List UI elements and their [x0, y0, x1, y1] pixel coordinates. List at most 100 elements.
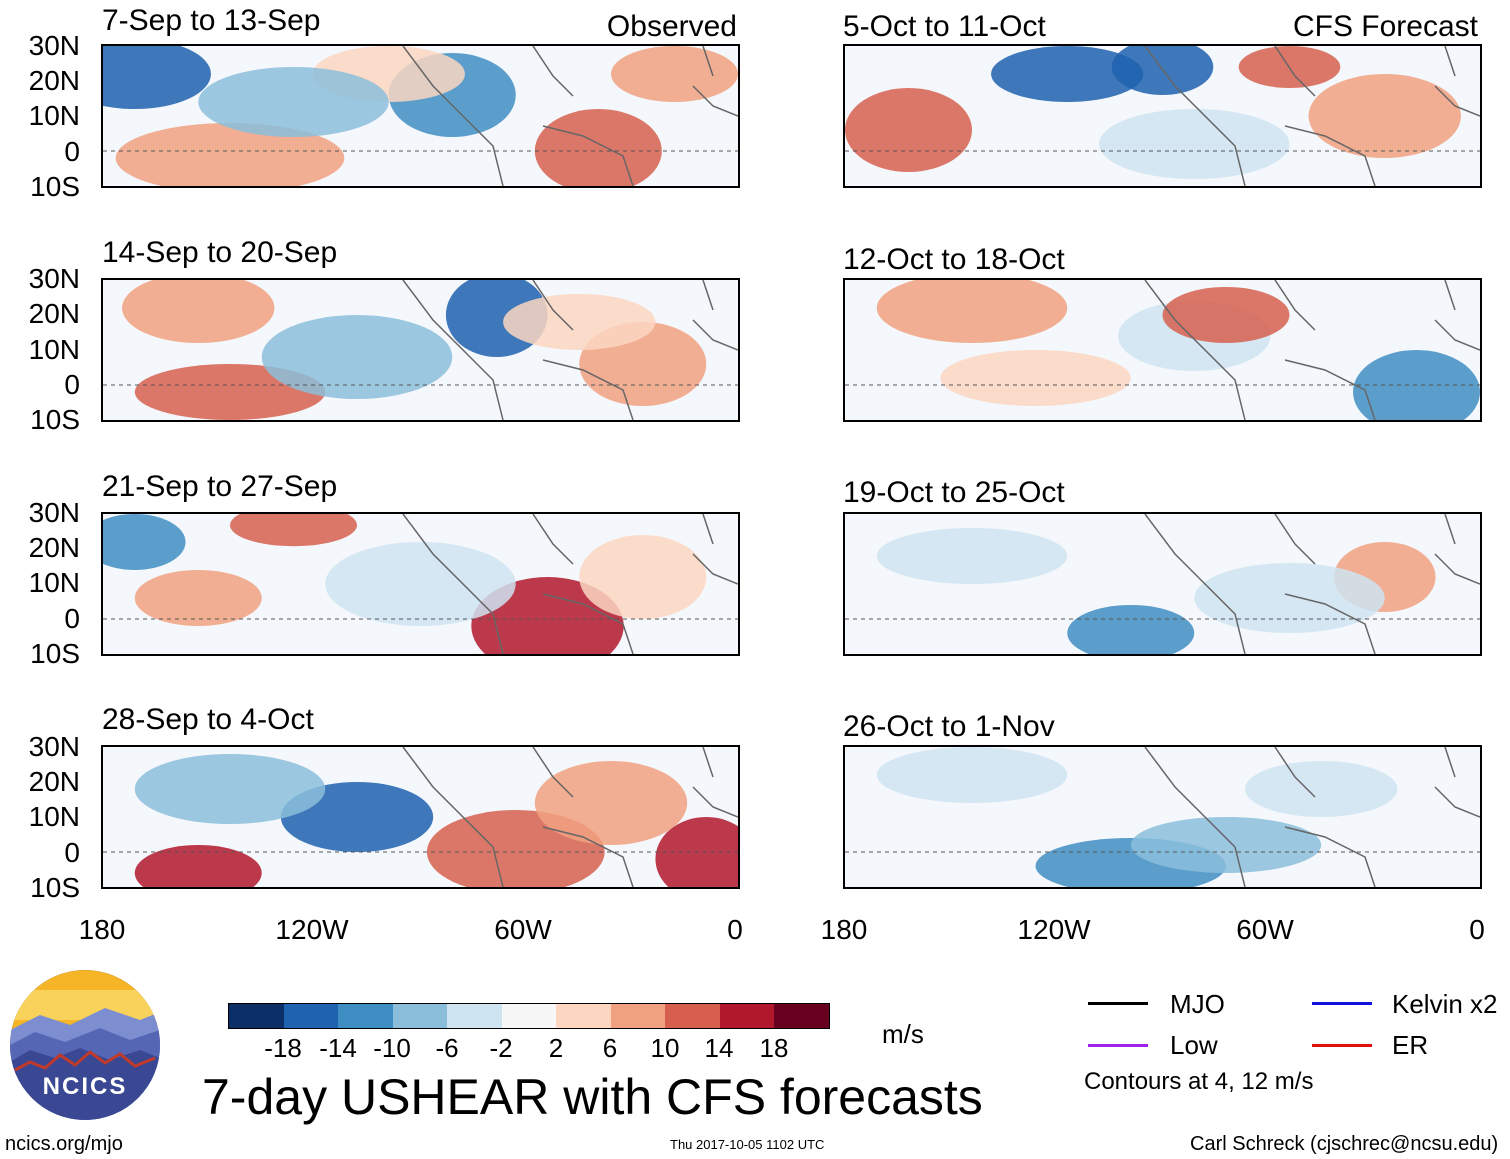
lat-20n: 20N	[28, 298, 80, 329]
anomaly-blob	[579, 535, 707, 619]
coastline	[402, 747, 738, 887]
anomaly-blob	[103, 514, 186, 570]
anomaly-blob	[876, 528, 1068, 584]
coastline	[402, 46, 738, 186]
anomaly-blob	[122, 280, 275, 343]
cbar-swatch-9	[665, 1004, 720, 1028]
anomaly-blob	[325, 542, 516, 626]
legend-kelvin-line	[1312, 1002, 1372, 1005]
logo-text: NCICS	[42, 1073, 128, 1100]
lat-10n: 10N	[28, 567, 80, 598]
map-forecast-1	[843, 44, 1482, 188]
cbar-tick: 18	[759, 1033, 789, 1063]
anomaly-blob	[103, 46, 211, 109]
map-field	[103, 514, 738, 654]
map-field	[103, 280, 738, 420]
cbar-tick: 6	[602, 1033, 618, 1063]
lon-180-right: 180	[820, 914, 868, 945]
map-forecast-4	[843, 745, 1482, 889]
coastline	[1144, 280, 1480, 420]
lat-0: 0	[64, 603, 80, 634]
anomaly-blob	[940, 350, 1131, 406]
legend-low-label: Low	[1170, 1030, 1218, 1060]
anomaly-blob	[1308, 74, 1461, 158]
lat-10s: 10S	[30, 872, 80, 903]
fc-title-3: 19-Oct to 25-Oct	[843, 476, 1065, 509]
footer-author: Carl Schreck (cjschrec@ncsu.edu)	[1190, 1133, 1499, 1155]
colorbar	[228, 1003, 830, 1029]
map-forecast-3	[843, 512, 1482, 656]
map-field	[103, 46, 738, 186]
legend-low-line	[1088, 1044, 1148, 1047]
ncics-logo: NCICS	[10, 970, 160, 1120]
map-field	[103, 747, 738, 887]
lon-0-right: 0	[1469, 914, 1485, 945]
legend-kelvin-label: Kelvin x2	[1392, 989, 1498, 1019]
anomaly-blob	[1099, 109, 1290, 179]
main-title: 7-day USHEAR with CFS forecasts	[202, 1069, 983, 1125]
map-observed-1	[101, 44, 740, 188]
anomaly-blob	[611, 46, 738, 102]
map-forecast-2	[843, 278, 1482, 422]
anomaly-blob	[534, 761, 688, 845]
fc-title-4: 26-Oct to 1-Nov	[843, 710, 1055, 743]
coastline	[402, 280, 738, 420]
anomaly-blob	[134, 754, 326, 824]
cbar-tick: -10	[373, 1033, 411, 1063]
anomaly-blob	[991, 46, 1144, 102]
anomaly-blob	[876, 747, 1068, 803]
lat-30n: 30N	[28, 731, 80, 762]
lon-120w-left: 120W	[275, 914, 349, 945]
cbar-swatch-1	[229, 1004, 284, 1028]
map-observed-4	[101, 745, 740, 889]
lat-0: 0	[64, 837, 80, 868]
legend-er-line	[1312, 1044, 1372, 1047]
lon-120w-right: 120W	[1017, 914, 1091, 945]
anomaly-blob	[1067, 605, 1195, 654]
map-field	[845, 747, 1480, 887]
anomaly-blob	[115, 123, 345, 186]
cbar-tick: -6	[435, 1033, 459, 1063]
map-field	[845, 514, 1480, 654]
cbar-swatch-5	[447, 1004, 502, 1028]
lon-60w-left: 60W	[494, 914, 552, 945]
lat-30n: 30N	[28, 263, 80, 294]
cbar-tick: 2	[548, 1033, 564, 1063]
lon-0-left: 0	[727, 914, 743, 945]
cbar-swatch-3	[338, 1004, 393, 1028]
anomaly-blob	[230, 514, 357, 547]
lat-30n: 30N	[28, 497, 80, 528]
lat-10n: 10N	[28, 334, 80, 365]
lat-20n: 20N	[28, 532, 80, 563]
lat-20n: 20N	[28, 766, 80, 797]
fc-title-2: 12-Oct to 18-Oct	[843, 243, 1065, 276]
cbar-swatch-2	[283, 1004, 338, 1028]
cbar-tick: -14	[319, 1033, 357, 1063]
lat-20n: 20N	[28, 65, 80, 96]
anomaly-blob	[534, 109, 662, 186]
anomaly-blob	[503, 294, 656, 350]
forecast-label: CFS Forecast	[1292, 10, 1478, 43]
legend-er-label: ER	[1392, 1030, 1429, 1060]
anomaly-blob	[134, 570, 262, 626]
units-label: m/s	[882, 1019, 924, 1049]
cbar-swatch-6	[501, 1004, 556, 1028]
lat-10s: 10S	[30, 638, 80, 669]
lat-10s: 10S	[30, 171, 80, 202]
observed-label: Observed	[606, 10, 737, 43]
footer-website-link[interactable]: ncics.org/mjo	[5, 1133, 123, 1155]
map-field	[845, 46, 1480, 186]
anomaly-blob	[876, 280, 1068, 343]
cbar-tick: -18	[264, 1033, 302, 1063]
legend-mjo-label: MJO	[1170, 989, 1225, 1019]
obs-title-2: 14-Sep to 20-Sep	[102, 236, 338, 269]
lat-10n: 10N	[28, 100, 80, 131]
logo-mountains-icon	[10, 970, 160, 1120]
anomaly-blob	[134, 845, 262, 887]
lat-10n: 10N	[28, 801, 80, 832]
anomaly-blob	[198, 67, 389, 137]
lat-0: 0	[64, 369, 80, 400]
footer-timestamp: Thu 2017-10-05 1102 UTC	[670, 1137, 825, 1152]
coastline	[1144, 46, 1480, 186]
cbar-swatch-4	[392, 1004, 447, 1028]
